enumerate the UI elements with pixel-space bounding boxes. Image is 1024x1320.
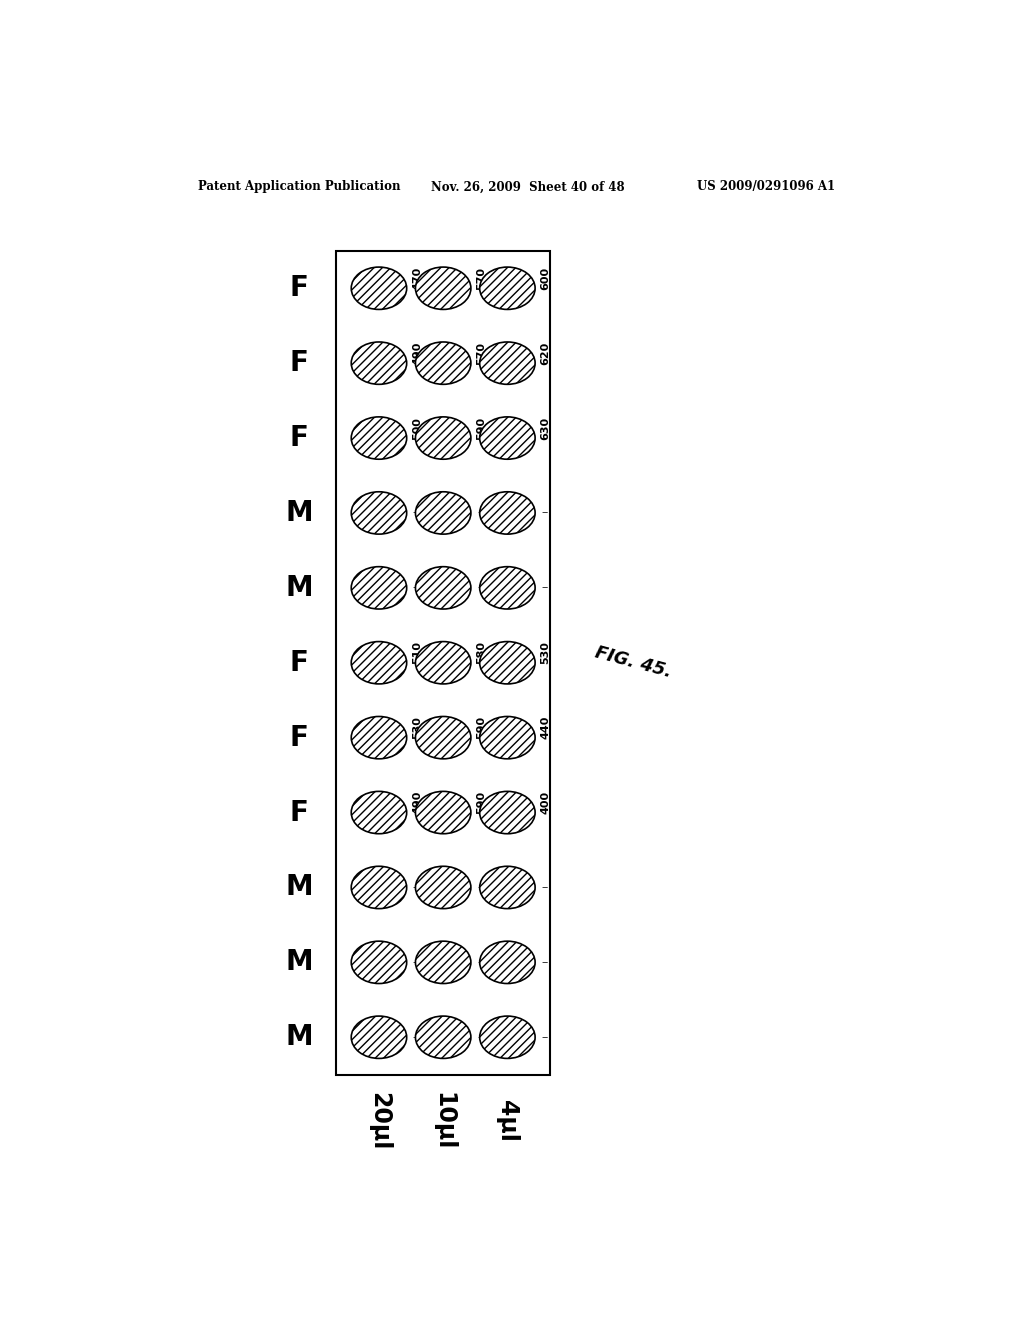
Text: 10μl: 10μl bbox=[431, 1092, 456, 1150]
Ellipse shape bbox=[351, 717, 407, 759]
Text: 470: 470 bbox=[412, 267, 422, 290]
Text: M: M bbox=[286, 499, 313, 527]
Text: 570: 570 bbox=[476, 342, 486, 364]
Ellipse shape bbox=[479, 492, 536, 535]
Text: –: – bbox=[413, 956, 419, 969]
Text: M: M bbox=[286, 874, 313, 902]
Ellipse shape bbox=[416, 417, 471, 459]
Text: Nov. 26, 2009  Sheet 40 of 48: Nov. 26, 2009 Sheet 40 of 48 bbox=[431, 181, 625, 194]
Text: 580: 580 bbox=[476, 642, 486, 664]
Text: –: – bbox=[542, 1031, 548, 1044]
Text: Patent Application Publication: Patent Application Publication bbox=[199, 181, 400, 194]
Text: 490: 490 bbox=[412, 791, 422, 814]
Text: –: – bbox=[542, 581, 548, 594]
Text: –: – bbox=[413, 507, 419, 520]
Ellipse shape bbox=[479, 342, 536, 384]
Text: 590: 590 bbox=[476, 417, 486, 440]
Ellipse shape bbox=[351, 866, 407, 908]
Ellipse shape bbox=[351, 941, 407, 983]
Text: –: – bbox=[477, 507, 483, 520]
Text: 620: 620 bbox=[541, 342, 551, 364]
Ellipse shape bbox=[416, 1016, 471, 1059]
Ellipse shape bbox=[351, 267, 407, 309]
Text: –: – bbox=[542, 880, 548, 894]
Ellipse shape bbox=[351, 642, 407, 684]
Text: 530: 530 bbox=[412, 717, 422, 739]
Ellipse shape bbox=[479, 417, 536, 459]
Ellipse shape bbox=[416, 342, 471, 384]
Text: M: M bbox=[286, 948, 313, 977]
Text: FIG. 45.: FIG. 45. bbox=[593, 644, 674, 681]
Ellipse shape bbox=[479, 642, 536, 684]
Text: F: F bbox=[290, 723, 308, 751]
Text: 630: 630 bbox=[541, 417, 551, 440]
Ellipse shape bbox=[479, 267, 536, 309]
Text: –: – bbox=[413, 581, 419, 594]
Text: –: – bbox=[477, 956, 483, 969]
Ellipse shape bbox=[416, 941, 471, 983]
Text: 500: 500 bbox=[412, 417, 422, 440]
Ellipse shape bbox=[416, 866, 471, 908]
Text: F: F bbox=[290, 350, 308, 378]
Text: 440: 440 bbox=[541, 715, 551, 739]
Text: 400: 400 bbox=[541, 791, 551, 814]
Text: 490: 490 bbox=[412, 342, 422, 364]
Text: M: M bbox=[286, 574, 313, 602]
Ellipse shape bbox=[351, 566, 407, 609]
Text: 600: 600 bbox=[541, 267, 551, 290]
Text: –: – bbox=[477, 880, 483, 894]
Text: 510: 510 bbox=[412, 642, 422, 664]
Ellipse shape bbox=[479, 941, 536, 983]
Ellipse shape bbox=[416, 792, 471, 834]
Text: 20μl: 20μl bbox=[367, 1092, 391, 1150]
Ellipse shape bbox=[351, 342, 407, 384]
Text: 530: 530 bbox=[541, 642, 551, 664]
Text: US 2009/0291096 A1: US 2009/0291096 A1 bbox=[696, 181, 835, 194]
Ellipse shape bbox=[479, 717, 536, 759]
Text: F: F bbox=[290, 648, 308, 677]
Ellipse shape bbox=[479, 1016, 536, 1059]
Ellipse shape bbox=[351, 492, 407, 535]
Ellipse shape bbox=[351, 417, 407, 459]
Ellipse shape bbox=[416, 566, 471, 609]
Ellipse shape bbox=[416, 717, 471, 759]
Text: 590: 590 bbox=[476, 715, 486, 739]
Text: –: – bbox=[413, 1031, 419, 1044]
Ellipse shape bbox=[479, 566, 536, 609]
Bar bbox=[336, 251, 550, 1074]
Text: –: – bbox=[542, 507, 548, 520]
Ellipse shape bbox=[416, 267, 471, 309]
Text: F: F bbox=[290, 424, 308, 451]
Ellipse shape bbox=[416, 642, 471, 684]
Ellipse shape bbox=[351, 1016, 407, 1059]
Text: –: – bbox=[542, 956, 548, 969]
Ellipse shape bbox=[416, 492, 471, 535]
Text: F: F bbox=[290, 799, 308, 826]
Text: 590: 590 bbox=[476, 791, 486, 814]
Text: 4μl: 4μl bbox=[496, 1100, 519, 1142]
Text: M: M bbox=[286, 1023, 313, 1051]
Text: 570: 570 bbox=[476, 267, 486, 290]
Text: –: – bbox=[413, 880, 419, 894]
Text: –: – bbox=[477, 581, 483, 594]
Text: –: – bbox=[477, 1031, 483, 1044]
Text: F: F bbox=[290, 275, 308, 302]
Ellipse shape bbox=[479, 866, 536, 908]
Ellipse shape bbox=[351, 792, 407, 834]
Ellipse shape bbox=[479, 792, 536, 834]
